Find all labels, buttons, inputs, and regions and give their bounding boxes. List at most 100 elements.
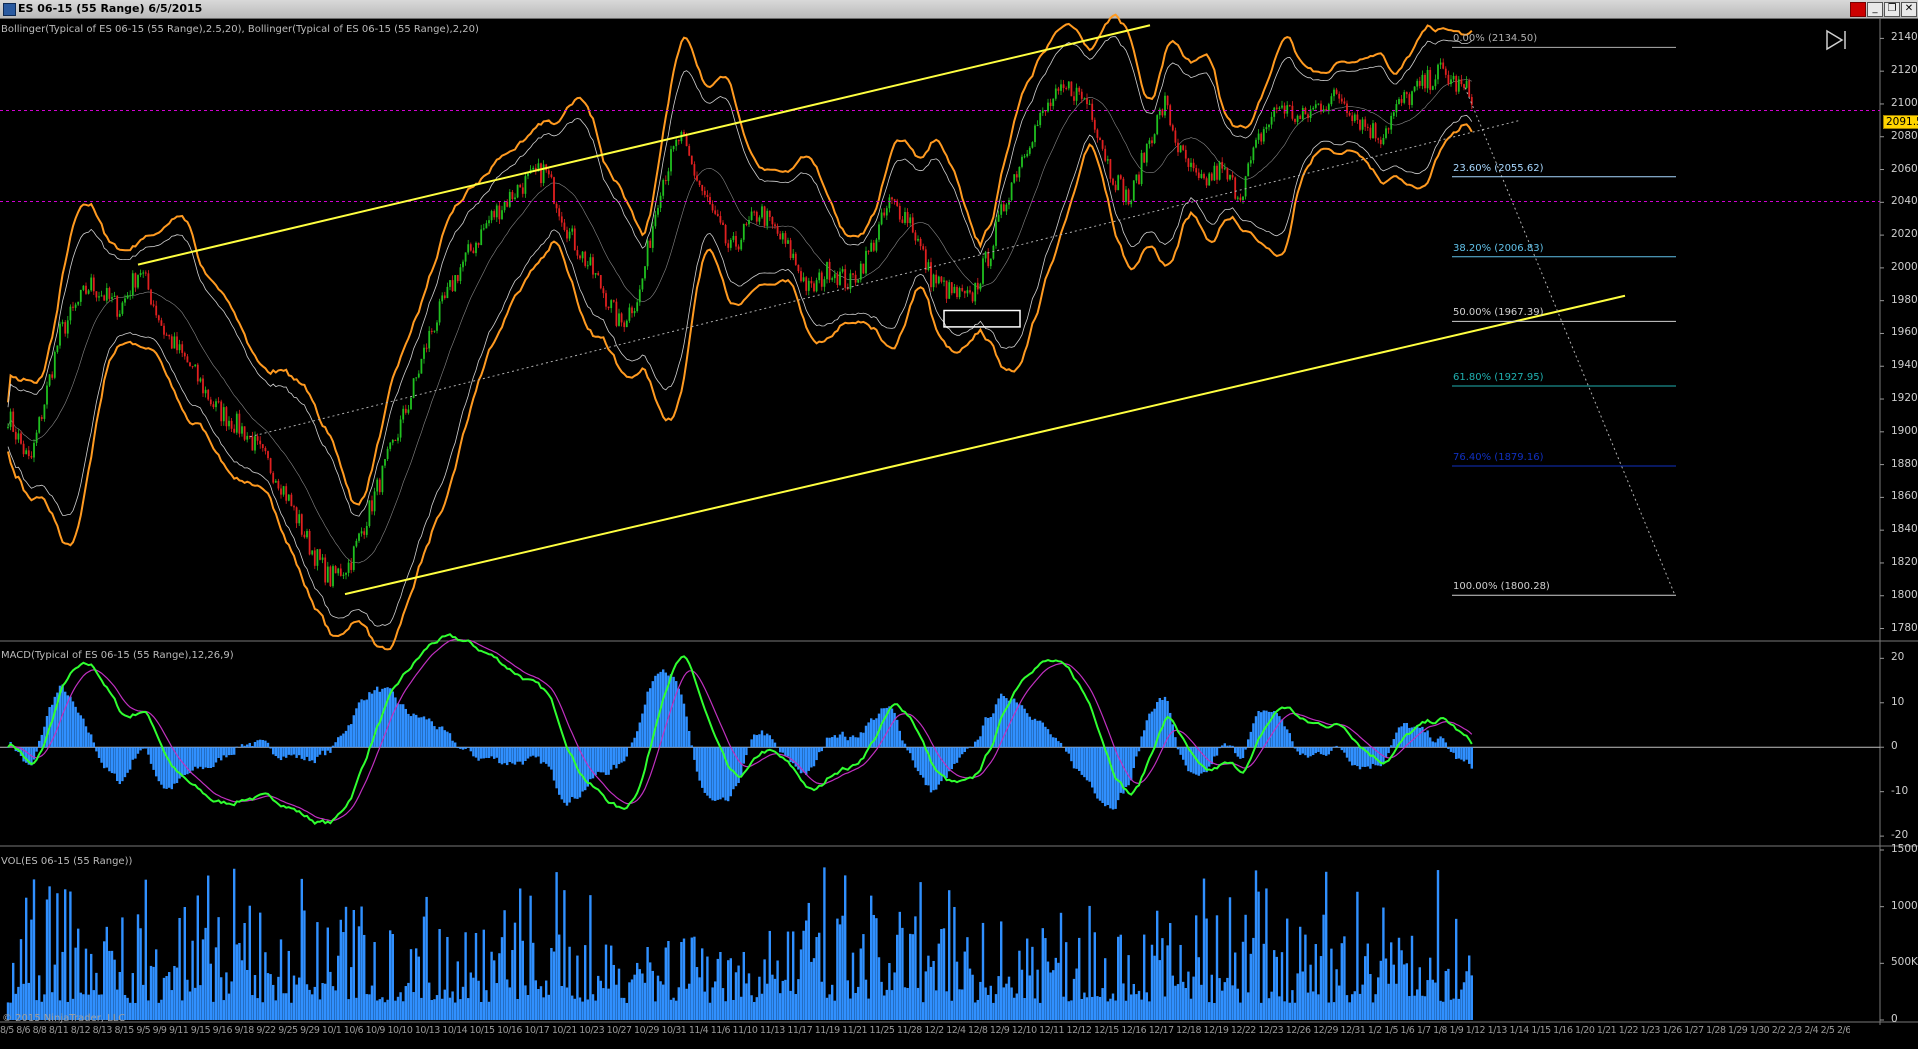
volume-bar xyxy=(651,970,654,1020)
macd-histogram-bar xyxy=(1392,739,1395,748)
volume-bar xyxy=(1166,945,1169,1020)
macd-histogram-bar xyxy=(178,747,181,779)
candle-body xyxy=(1262,129,1265,142)
volume-bar xyxy=(1163,996,1167,1020)
volume-bar xyxy=(238,942,241,1020)
indicator-button[interactable] xyxy=(1850,2,1866,17)
macd-histogram-bar xyxy=(519,747,522,762)
volume-bar xyxy=(261,1002,264,1020)
candle-body xyxy=(1359,120,1361,130)
price-tick-label: 2040.00 xyxy=(1891,195,1918,208)
skip-to-end-icon[interactable] xyxy=(1825,28,1849,52)
macd-histogram-bar xyxy=(521,747,524,765)
volume-bar xyxy=(755,997,758,1020)
volume-bar xyxy=(498,953,501,1020)
macd-histogram-bar xyxy=(784,747,787,757)
volume-bar xyxy=(409,949,413,1020)
volume-bar xyxy=(750,995,753,1020)
bollinger-indicator-label[interactable]: Bollinger(Typical of ES 06-15 (55 Range)… xyxy=(1,24,479,35)
candle-body xyxy=(430,330,433,332)
window-titlebar[interactable]: ES 06-15 (55 Range) 6/5/2015 _ ❐ ✕ xyxy=(0,0,1918,19)
candle-body xyxy=(880,212,883,225)
candle-body xyxy=(168,334,171,337)
macd-histogram-bar xyxy=(989,717,992,748)
macd-histogram-bar xyxy=(1085,747,1089,781)
candle-body xyxy=(885,208,888,216)
volume-bar xyxy=(30,919,33,1020)
volume-bar xyxy=(35,1000,38,1020)
volume-bar xyxy=(1403,964,1406,1020)
volume-bar xyxy=(1101,988,1104,1020)
candle-body xyxy=(12,411,15,432)
candle-body xyxy=(940,276,943,282)
price-tick-label: 1780.00 xyxy=(1891,621,1918,634)
candle-body xyxy=(280,488,282,495)
volume-bar xyxy=(1322,914,1325,1020)
macd-histogram-bar xyxy=(1408,727,1411,748)
volume-bar xyxy=(872,914,875,1020)
macd-histogram-bar xyxy=(277,747,280,759)
macd-histogram-bar xyxy=(1340,747,1343,751)
macd-histogram-bar xyxy=(6,747,10,748)
candle-body xyxy=(597,273,600,276)
volume-bar xyxy=(586,999,589,1020)
macd-histogram-bar xyxy=(594,747,597,776)
macd-histogram-bar xyxy=(1023,708,1026,748)
volume-bar xyxy=(477,980,480,1020)
macd-histogram-bar xyxy=(144,747,147,749)
macd-histogram-bar xyxy=(381,688,384,748)
volume-bar xyxy=(581,1001,584,1020)
volume-bar xyxy=(1148,1001,1151,1020)
macd-histogram-bar xyxy=(1184,747,1187,766)
volume-bar xyxy=(1150,944,1154,1020)
macd-histogram-bar xyxy=(581,747,584,792)
macd-indicator-label[interactable]: MACD(Typical of ES 06-15 (55 Range),12,2… xyxy=(1,650,234,661)
candle-body xyxy=(1130,200,1133,205)
candle-body xyxy=(771,217,774,225)
candle-body xyxy=(638,289,641,303)
volume-bar xyxy=(22,983,25,1020)
candle-body xyxy=(326,566,329,583)
macd-histogram-bar xyxy=(919,747,922,776)
candle-body xyxy=(436,322,438,331)
candle-body xyxy=(95,291,98,298)
macd-histogram-bar xyxy=(1449,747,1453,752)
volume-bar xyxy=(1041,928,1044,1020)
candle-body xyxy=(904,212,906,223)
volume-bar xyxy=(1299,926,1302,1020)
volume-bar xyxy=(1356,891,1359,1020)
macd-histogram-bar xyxy=(441,726,444,748)
candle-body xyxy=(384,459,386,466)
minimize-button[interactable]: _ xyxy=(1867,2,1883,17)
candle-body xyxy=(745,223,748,225)
time-x-axis[interactable]: 8/5 8/6 8/8 8/11 8/12 8/13 8/15 9/5 9/9 … xyxy=(0,1025,1850,1036)
volume-indicator-label[interactable]: VOL(ES 06-15 (55 Range)) xyxy=(1,856,133,867)
volume-bar xyxy=(227,993,231,1020)
candle-body xyxy=(1093,119,1096,130)
restore-button[interactable]: ❐ xyxy=(1884,2,1900,17)
macd-histogram-bar xyxy=(984,717,987,748)
candle-body xyxy=(178,344,181,351)
volume-bar xyxy=(144,879,147,1020)
volume-bar xyxy=(1140,999,1143,1020)
macd-tick-label: 20 xyxy=(1891,651,1905,664)
candle-body xyxy=(1351,115,1354,122)
macd-histogram-bar xyxy=(771,739,774,748)
volume-bar xyxy=(373,942,376,1020)
candle-body xyxy=(196,364,199,382)
macd-histogram-bar xyxy=(1239,747,1242,759)
macd-histogram-bar xyxy=(651,681,654,748)
macd-histogram-bar xyxy=(607,747,610,775)
macd-histogram-bar xyxy=(966,747,969,749)
volume-bar xyxy=(451,991,454,1020)
volume-bar xyxy=(1010,987,1013,1020)
candle-body xyxy=(703,190,706,195)
close-button[interactable]: ✕ xyxy=(1901,2,1917,17)
macd-histogram-bar xyxy=(1026,713,1029,748)
volume-bar xyxy=(347,999,350,1020)
volume-bar xyxy=(1306,992,1310,1020)
volume-bar xyxy=(1137,990,1141,1020)
candle-body xyxy=(1283,105,1286,114)
macd-histogram-bar xyxy=(87,732,90,748)
